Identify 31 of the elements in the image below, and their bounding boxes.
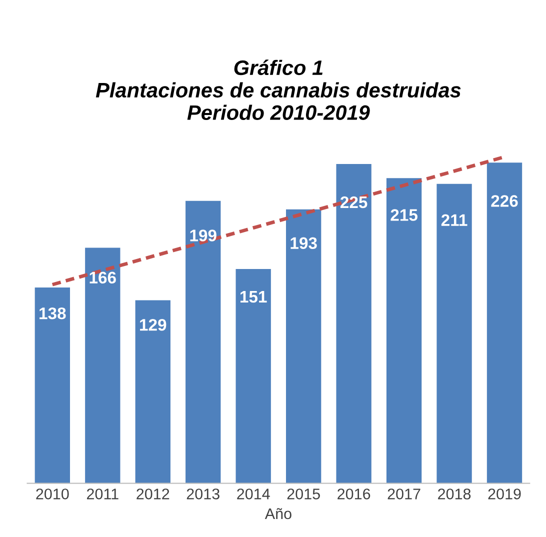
x-tick-label: 2014 bbox=[237, 488, 270, 500]
bar bbox=[286, 209, 322, 484]
x-tick-label: 2015 bbox=[287, 488, 320, 500]
x-axis-title: Año bbox=[264, 508, 292, 520]
x-tick-label: 2012 bbox=[136, 488, 170, 500]
x-tick-label: 2019 bbox=[488, 488, 521, 500]
chart-title: Gráfico 1 Plantaciones de cannabis destruidas Periodo 2010-2019 bbox=[96, 60, 461, 120]
bar bbox=[34, 287, 70, 484]
bar bbox=[486, 162, 522, 484]
bar bbox=[386, 178, 422, 484]
x-tick-label: 2017 bbox=[388, 488, 420, 500]
bar bbox=[336, 164, 372, 484]
x-tick-label: 2011 bbox=[86, 488, 118, 500]
bar bbox=[186, 200, 221, 484]
bar bbox=[436, 184, 472, 484]
data-label: 138 bbox=[40, 307, 66, 320]
data-label: 215 bbox=[390, 209, 418, 221]
x-tick-label: 2016 bbox=[338, 488, 370, 500]
x-tick-label: 2010 bbox=[36, 488, 69, 500]
data-label: 199 bbox=[190, 230, 216, 242]
data-label: 193 bbox=[290, 237, 317, 250]
bar bbox=[135, 300, 170, 484]
data-label: 226 bbox=[491, 195, 518, 207]
data-label: 151 bbox=[240, 291, 267, 303]
data-label: 166 bbox=[90, 272, 116, 284]
bar bbox=[85, 248, 120, 484]
data-label: 211 bbox=[441, 214, 468, 226]
x-tick-label: 2013 bbox=[186, 488, 220, 500]
data-label: 129 bbox=[140, 318, 166, 331]
bar bbox=[236, 269, 271, 484]
x-tick-label: 2018 bbox=[438, 488, 471, 500]
